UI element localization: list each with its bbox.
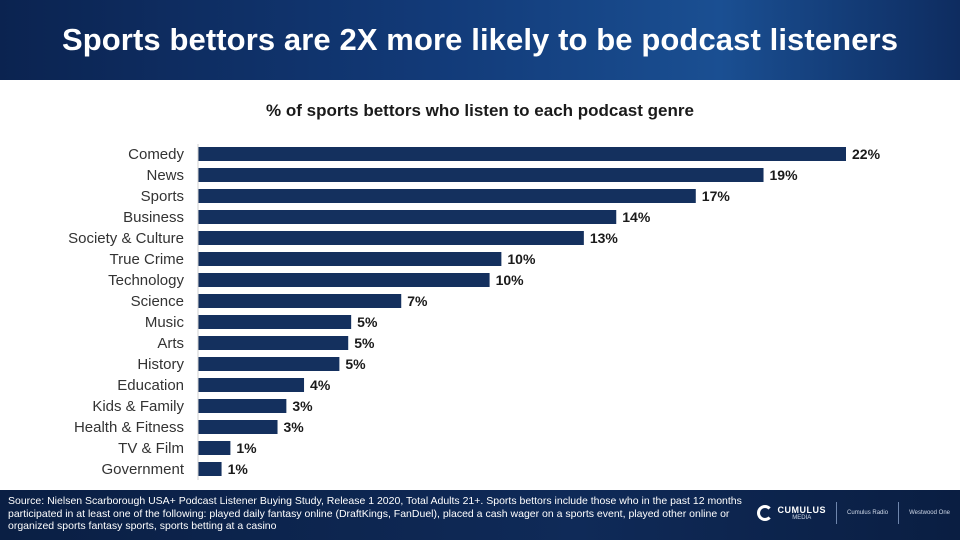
bar <box>198 252 502 266</box>
bar <box>198 378 305 392</box>
bar <box>198 210 617 224</box>
value-label: 22% <box>852 146 881 162</box>
bar <box>198 273 490 287</box>
westwood-one-logo: Westwood One <box>909 509 950 516</box>
value-label: 3% <box>284 419 305 435</box>
bar <box>198 294 402 308</box>
bar <box>198 441 231 455</box>
bar <box>198 315 352 329</box>
value-label: 19% <box>770 167 799 183</box>
category-label: Science <box>131 293 184 310</box>
value-label: 1% <box>236 440 257 456</box>
value-label: 3% <box>292 398 313 414</box>
category-label: Comedy <box>128 146 184 163</box>
bar-chart: Comedy 22% News 19% Sports 17% Business 14% Soci… <box>68 144 881 480</box>
cumulus-radio-logo: Cumulus Radio <box>847 509 889 516</box>
bar <box>198 462 222 476</box>
cumulus-logo: CUMULUS MEDIA <box>756 504 827 522</box>
page-title: Sports bettors are 2X more likely to be … <box>61 22 899 57</box>
category-label: Technology <box>108 272 184 289</box>
logos: CUMULUS MEDIA Cumulus Radio Westwood One <box>756 502 950 524</box>
value-label: 10% <box>507 251 536 267</box>
bar <box>198 399 287 413</box>
category-label: Government <box>101 461 184 478</box>
bar <box>198 168 764 182</box>
category-label: Kids & Family <box>92 398 184 415</box>
category-label: Health & Fitness <box>74 419 184 436</box>
source-note: Source: Nielsen Scarborough USA+ Podcast… <box>8 495 742 532</box>
category-label: History <box>137 356 184 373</box>
cumulus-logo-sub: MEDIA <box>792 514 812 521</box>
value-label: 14% <box>622 209 651 225</box>
bar <box>198 189 696 203</box>
cumulus-logo-text: CUMULUS <box>777 504 827 515</box>
value-label: 5% <box>345 356 366 372</box>
category-label: Education <box>117 377 184 394</box>
logo-divider <box>898 502 900 524</box>
bar <box>198 147 846 161</box>
value-label: 5% <box>357 314 378 330</box>
bar <box>198 420 278 434</box>
category-label: Business <box>123 209 184 226</box>
value-label: 1% <box>228 461 249 477</box>
value-label: 4% <box>310 377 331 393</box>
cumulus-c-icon <box>756 505 773 521</box>
category-label: Arts <box>157 335 184 352</box>
bar <box>198 336 349 350</box>
value-label: 7% <box>407 293 428 309</box>
bar <box>198 357 340 371</box>
header-banner: Sports bettors are 2X more likely to be … <box>0 0 960 80</box>
value-label: 10% <box>496 272 525 288</box>
logo-divider <box>836 502 838 524</box>
value-label: 5% <box>354 335 375 351</box>
category-label: True Crime <box>110 251 184 268</box>
value-label: 13% <box>590 230 619 246</box>
category-label: News <box>146 167 184 184</box>
bar <box>198 231 584 245</box>
category-label: Society & Culture <box>68 230 184 247</box>
value-label: 17% <box>702 188 731 204</box>
category-label: Sports <box>141 188 184 205</box>
category-label: Music <box>145 314 185 331</box>
chart-title: % of sports bettors who listen to each p… <box>266 101 694 120</box>
category-label: TV & Film <box>118 440 184 457</box>
footer: Source: Nielsen Scarborough USA+ Podcast… <box>0 490 960 540</box>
